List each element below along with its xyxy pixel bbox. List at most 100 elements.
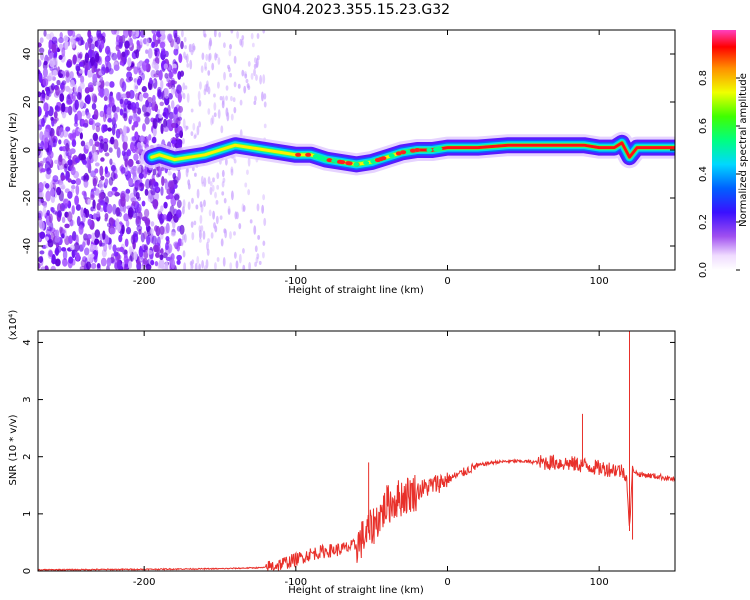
noise-blob-faint (263, 101, 267, 108)
noise-blob-faint (207, 70, 211, 76)
colorbar-label: Normalized spectral amplitude (738, 73, 749, 227)
noise-blob-faint (211, 114, 215, 125)
noise-blob (44, 182, 50, 189)
noise-blob (59, 31, 63, 39)
noise-blob (45, 110, 49, 118)
noise-blob-faint (207, 53, 211, 63)
noise-blob-faint (245, 78, 249, 84)
noise-blob (109, 158, 113, 165)
noise-blob (88, 38, 92, 49)
noise-blob (50, 265, 56, 270)
noise-blob (44, 265, 49, 270)
noise-blob-faint (190, 108, 194, 113)
colorbar-axis: 0.0 0.2 0.4 0.6 0.8 (698, 70, 740, 278)
noise-blob (91, 65, 96, 74)
noise-blob (100, 175, 105, 181)
noise-blob-faint (223, 197, 227, 204)
noise-blob (39, 231, 46, 240)
noise-blob (90, 262, 97, 269)
noise-blob (38, 262, 41, 269)
noise-blob-faint (193, 134, 197, 139)
noise-blob (82, 122, 89, 128)
noise-blob-faint (238, 222, 242, 230)
noise-blob (63, 198, 70, 206)
noise-blob (55, 104, 59, 111)
noise-blob (68, 88, 73, 95)
noise-blob-faint (210, 232, 214, 239)
noise-blob (78, 153, 83, 161)
noise-blob (89, 244, 95, 250)
noise-blob (84, 247, 90, 256)
snr-y-tick-label: 0 (22, 568, 33, 574)
noise-blob-faint (213, 102, 217, 111)
noise-blob (41, 93, 46, 99)
noise-blob-faint (227, 205, 231, 215)
noise-blob (163, 87, 170, 99)
noise-blob (95, 81, 101, 86)
noise-blob (88, 117, 94, 125)
noise-blob (42, 67, 48, 78)
ridge-spot (414, 148, 421, 152)
noise-blob (170, 86, 176, 95)
noise-blob (68, 132, 73, 139)
noise-blob (174, 194, 180, 201)
noise-blob (152, 94, 156, 103)
noise-blob-faint (207, 176, 211, 185)
noise-blob-faint (184, 45, 187, 50)
noise-blob (92, 73, 98, 82)
ridge-spot (353, 162, 360, 167)
snr-plot-area (38, 331, 675, 571)
snr-x-tick-label: 0 (444, 577, 450, 588)
noise-blob (61, 47, 66, 58)
noise-blob (119, 108, 124, 116)
noise-blob-faint (201, 259, 204, 269)
noise-blob (152, 33, 157, 42)
noise-blob (123, 213, 129, 222)
noise-blob (157, 165, 162, 176)
noise-blob (174, 32, 178, 43)
noise-blob (150, 259, 155, 266)
noise-blob-faint (257, 235, 261, 240)
noise-blob (139, 93, 143, 102)
noise-blob (90, 253, 95, 258)
noise-blob-faint (253, 63, 257, 70)
snr-xlabel: Height of straight line (km) (288, 585, 424, 596)
noise-blob (170, 258, 176, 270)
noise-blob (57, 210, 62, 218)
noise-blob (113, 138, 119, 150)
noise-blob-faint (242, 248, 245, 254)
noise-blob (107, 127, 112, 132)
ridge-spot (377, 157, 384, 162)
noise-blob (130, 234, 136, 245)
snr-x-tick-label: 100 (590, 577, 609, 588)
noise-blob (52, 69, 58, 76)
noise-blob-faint (239, 99, 243, 106)
noise-blob (153, 73, 160, 78)
noise-blob (155, 252, 160, 258)
noise-blob (173, 106, 178, 115)
noise-blob (154, 63, 159, 71)
noise-blob (149, 79, 154, 85)
spectrogram-y-tick-label: 0 (22, 147, 33, 153)
noise-blob (113, 64, 120, 72)
noise-blob-faint (250, 32, 254, 40)
noise-blob-faint (248, 261, 252, 270)
noise-blob-faint (199, 201, 203, 208)
noise-blob (81, 212, 86, 223)
noise-blob (67, 159, 73, 167)
noise-blob-faint (203, 199, 206, 207)
noise-blob (80, 140, 86, 147)
noise-blob (133, 153, 139, 161)
noise-blob (113, 112, 118, 122)
noise-blob (151, 235, 157, 245)
noise-blob (73, 122, 79, 127)
noise-blob-faint (207, 238, 210, 243)
noise-blob-faint (262, 194, 266, 201)
noise-blob (124, 263, 129, 268)
noise-blob (130, 102, 137, 111)
noise-blob (63, 35, 69, 42)
noise-blob (106, 222, 111, 228)
noise-blob-faint (253, 68, 256, 77)
noise-blob (146, 225, 152, 237)
noise-blob (138, 172, 144, 180)
